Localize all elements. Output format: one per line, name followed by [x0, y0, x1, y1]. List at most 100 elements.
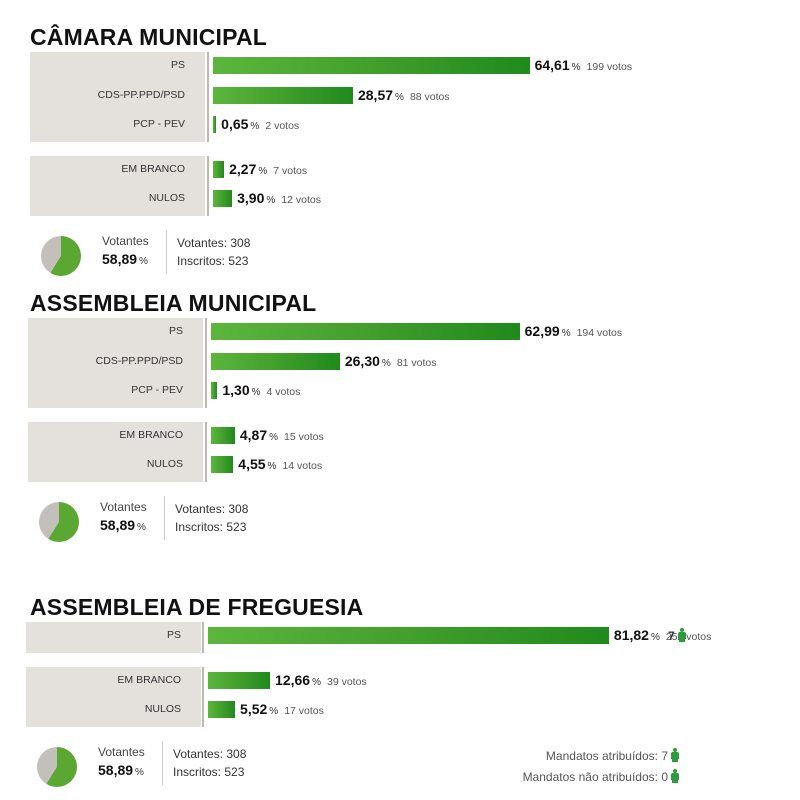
parties-row[interactable]: PS 62,99% 194 votos	[0, 322, 800, 344]
parties-row[interactable]: PCP - PEV 1,30% 4 votos	[0, 381, 800, 403]
percent-sign: %	[251, 387, 261, 398]
parties-separator	[205, 52, 208, 142]
vote-count: 17 votos	[284, 705, 324, 717]
result-percentage: 12,66% 39 votos	[275, 672, 367, 688]
party-name: PS	[170, 59, 185, 71]
votantes-count: Votantes: 308	[173, 746, 247, 761]
turnout-summary: Votantes 58,89% Votantes: 308 Inscritos: 52…	[0, 495, 800, 544]
turnout-summary: Votantes 58,89% Votantes: 308 Inscritos: 52…	[0, 740, 800, 789]
others-row[interactable]: NULOS 4,55% 14 votos	[0, 455, 800, 477]
result-bar	[208, 671, 271, 689]
result-bar	[213, 116, 217, 133]
percent-sign: %	[395, 91, 404, 103]
party-name: NULOS	[148, 192, 185, 204]
percent-sign: %	[258, 165, 268, 177]
percent-sign: %	[269, 431, 279, 443]
percentage-value: 2,27	[229, 160, 257, 177]
percentage-value: 5,52	[240, 701, 268, 717]
result-bar	[211, 456, 234, 473]
result-percentage: 28,57% 88 votos	[358, 87, 450, 103]
votantes-label: Votantes	[100, 499, 147, 514]
votantes-percentage: 58,89%	[102, 251, 148, 267]
others-labels-box	[26, 666, 201, 727]
person-icon-head	[679, 628, 684, 632]
party-name: EM BRANCO	[117, 673, 181, 686]
result-percentage: 26,30% 81 votos	[345, 353, 437, 369]
result-percentage: 4,87% 15 votos	[240, 427, 324, 443]
vote-count: 88 votos	[409, 90, 450, 103]
summary-divider	[162, 740, 163, 785]
percentage-value: 3,90	[237, 190, 265, 206]
parties-labels-box	[28, 318, 203, 408]
vote-count: 12 votos	[281, 194, 321, 206]
percent-sign: %	[312, 676, 321, 688]
mandates-assigned: Mandatos atribuídos: 7	[545, 747, 680, 763]
percent-sign: %	[650, 632, 660, 643]
result-percentage: 2,27% 7 votos	[229, 161, 307, 177]
person-icon-legs	[672, 757, 678, 762]
others-row[interactable]: EM BRANCO 12,66% 39 votos	[0, 671, 800, 693]
others-row[interactable]: EM BRANCO 2,27% 7 votos	[0, 160, 800, 182]
result-percentage: 3,90% 12 votos	[237, 190, 321, 206]
parties-separator	[203, 318, 206, 408]
turnout-pie-chart	[41, 235, 81, 276]
percent-sign: %	[381, 357, 391, 369]
vote-count: 4 votos	[266, 386, 301, 398]
votantes-percentage-value: 58,89	[100, 516, 136, 533]
parties-row[interactable]: PS 81,82% 252 votos 7	[0, 626, 800, 648]
percentage-value: 0,65	[221, 116, 249, 132]
section-title: CÂMARA MUNICIPAL	[30, 24, 268, 50]
result-bar	[213, 86, 353, 104]
summary-divider	[166, 229, 167, 274]
person-icon	[670, 747, 680, 762]
parties-row[interactable]: CDS-PP.PPD/PSD 28,57% 88 votos	[0, 86, 800, 108]
percent-sign: %	[267, 461, 277, 472]
result-percentage: 4,55% 14 votos	[238, 456, 322, 472]
party-name: EM BRANCO	[121, 162, 185, 175]
result-percentage: 64,61% 199 votos	[535, 57, 633, 73]
others-labels-box	[28, 421, 203, 482]
turnout-pie-chart	[39, 501, 79, 542]
person-icon	[670, 768, 680, 783]
result-percentage: 1,30% 4 votos	[222, 382, 300, 398]
others-row[interactable]: NULOS 5,52% 17 votos	[0, 700, 800, 722]
percentage-value: 64,61	[534, 57, 570, 73]
vote-count: 252 votos	[665, 631, 712, 643]
parties-row[interactable]: PS 64,61% 199 votos	[0, 56, 800, 78]
section-title: ASSEMBLEIA DE FREGUESIA	[30, 594, 364, 620]
turnout-pie-chart	[37, 746, 77, 787]
result-percentage: 81,82% 252 votos	[614, 627, 712, 643]
result-bar	[213, 190, 233, 207]
party-name: NULOS	[144, 703, 181, 715]
others-row[interactable]: EM BRANCO 4,87% 15 votos	[0, 426, 800, 448]
parties-labels-box	[26, 622, 201, 653]
percent-sign: %	[137, 521, 146, 533]
inscritos-count: Inscritos: 523	[175, 519, 247, 534]
percent-sign: %	[135, 766, 144, 778]
mandates-unassigned-text: Mandatos não atribuídos: 0	[522, 769, 668, 784]
mandates-assigned-text: Mandatos atribuídos: 7	[545, 748, 668, 763]
party-name: EM BRANCO	[119, 428, 183, 441]
parties-row[interactable]: CDS-PP.PPD/PSD 26,30% 81 votos	[0, 352, 800, 374]
percent-sign: %	[139, 255, 148, 267]
vote-count: 2 votos	[265, 120, 300, 132]
party-name: PS	[166, 629, 181, 641]
percent-sign: %	[571, 62, 581, 73]
others-row[interactable]: NULOS 3,90% 12 votos	[0, 189, 800, 211]
parties-row[interactable]: PCP - PEV 0,65% 2 votos	[0, 115, 800, 137]
others-divider-line	[202, 666, 204, 727]
result-bar	[208, 627, 609, 644]
votantes-percentage-value: 58,89	[98, 761, 134, 778]
result-percentage: 0,65% 2 votos	[221, 116, 299, 132]
others-labels-box	[30, 155, 205, 216]
person-icon-legs	[672, 778, 678, 783]
votantes-count: Votantes: 308	[175, 501, 249, 516]
parties-divider-line	[202, 622, 204, 653]
party-name: CDS-PP.PPD/PSD	[95, 354, 183, 367]
percentage-value: 4,87	[239, 426, 268, 443]
others-separator	[203, 421, 206, 482]
person-icon-body	[671, 772, 679, 780]
percent-sign: %	[561, 328, 571, 339]
percentage-value: 1,30	[222, 382, 250, 398]
percentage-value: 62,99	[524, 323, 560, 339]
